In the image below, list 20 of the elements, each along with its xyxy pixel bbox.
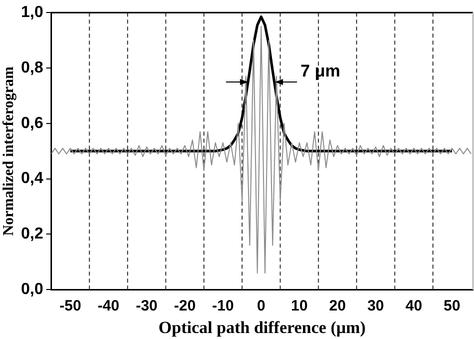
x-tick-label: -40 bbox=[98, 298, 120, 315]
y-tick-label: 0,6 bbox=[20, 114, 44, 132]
x-tick-label: 40 bbox=[405, 298, 422, 315]
x-tick-label: -30 bbox=[136, 298, 158, 315]
x-tick-label: -20 bbox=[174, 298, 196, 315]
x-axis-title: Optical path difference (μm) bbox=[158, 318, 366, 338]
x-tick-label: 0 bbox=[256, 298, 266, 315]
y-tick-label: 0,2 bbox=[20, 226, 44, 243]
x-tick-label: 20 bbox=[329, 298, 346, 315]
x-tick-label: 30 bbox=[367, 298, 384, 315]
y-tick-label: 0,0 bbox=[20, 281, 44, 298]
x-tick-label: -10 bbox=[212, 298, 234, 315]
annotation: 7 μm bbox=[300, 62, 340, 81]
y-tick-label: 0,4 bbox=[20, 170, 44, 188]
x-tick-label: 10 bbox=[290, 298, 308, 315]
y-tick-label: 0,8 bbox=[20, 59, 44, 76]
x-tick-label: 50 bbox=[444, 298, 460, 315]
x-tick-label: -50 bbox=[59, 298, 82, 315]
y-axis-title: Normalized interferogram bbox=[0, 66, 17, 236]
y-tick-label: 1,0 bbox=[20, 4, 44, 22]
